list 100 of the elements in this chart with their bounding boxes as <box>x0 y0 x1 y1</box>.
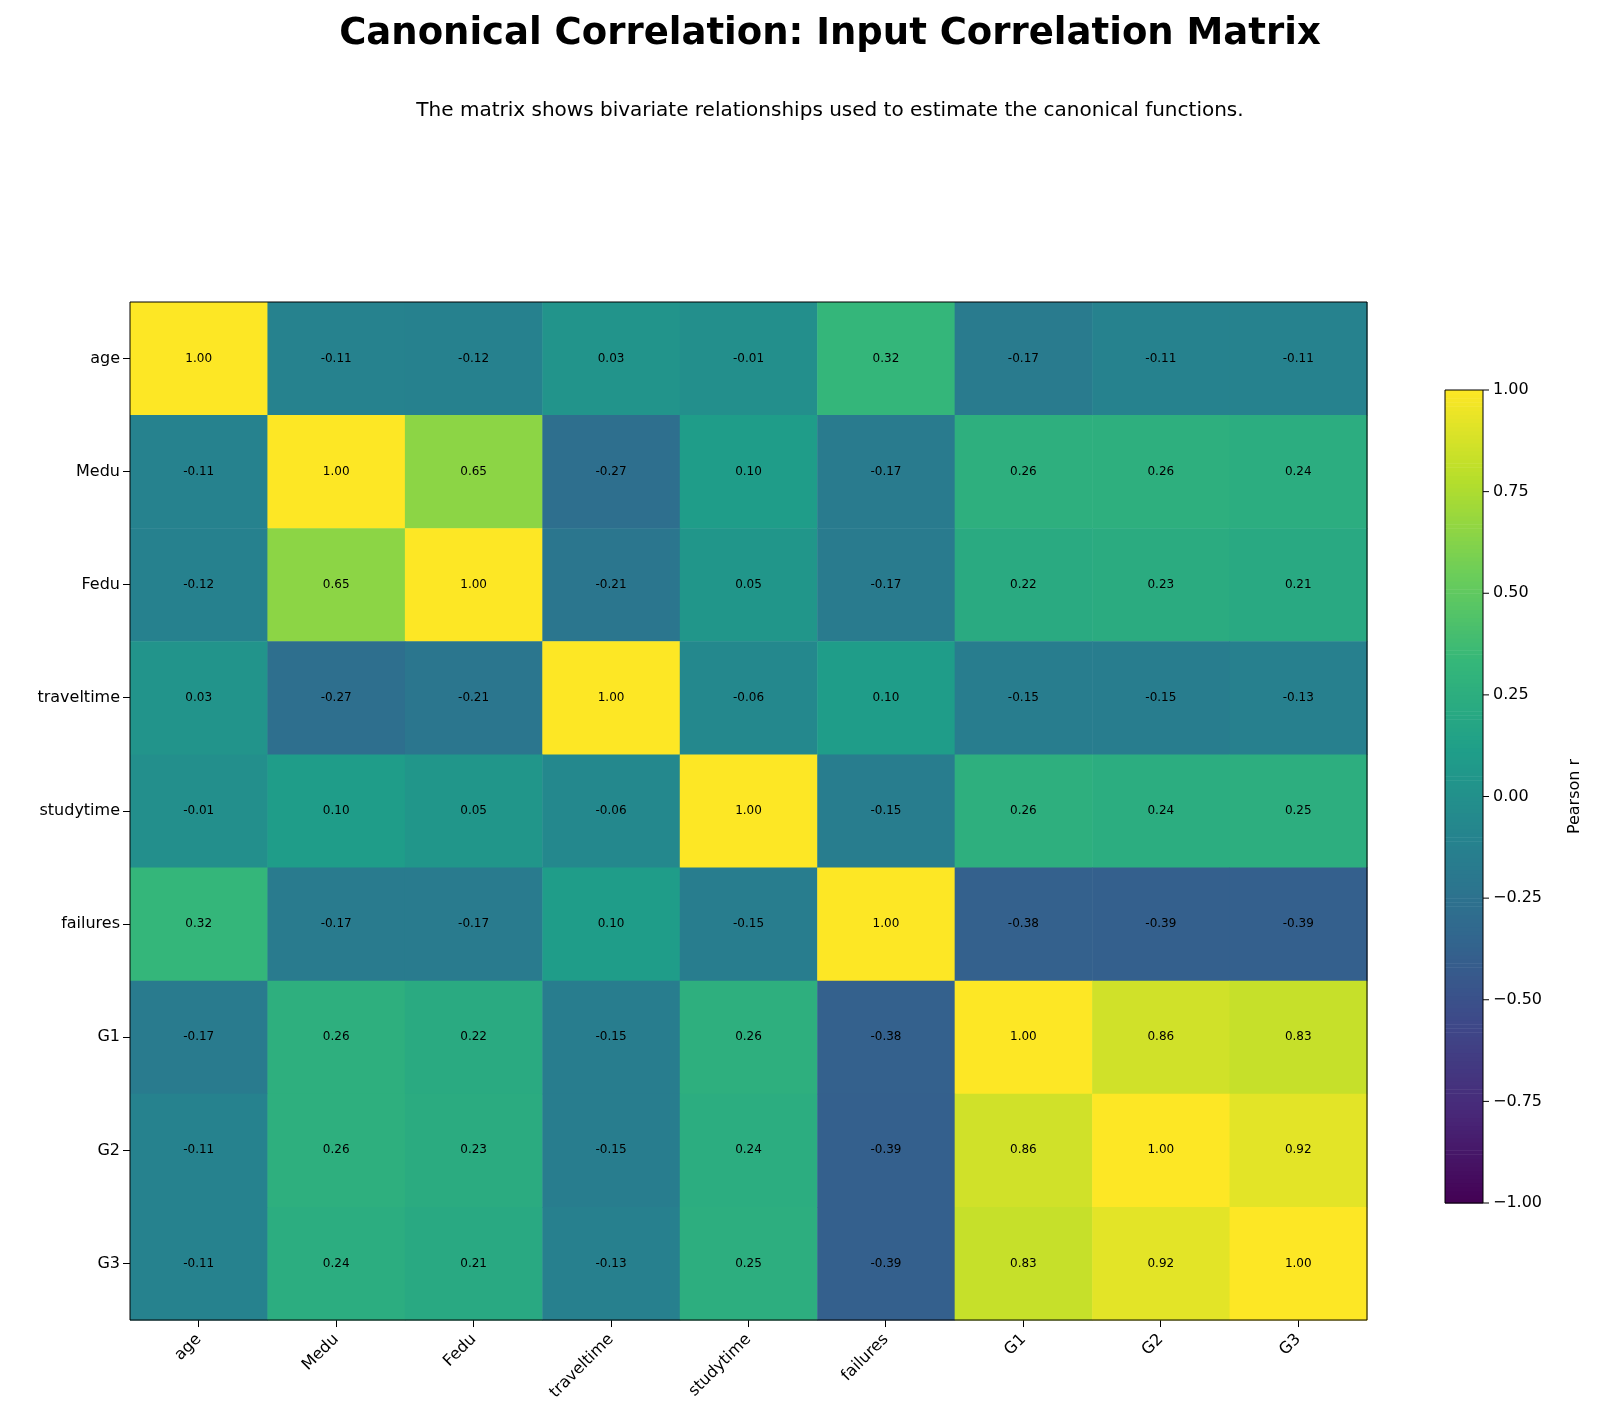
data-label: 0.92 <box>1147 1255 1175 1270</box>
data-label: -0.39 <box>1282 916 1314 931</box>
data-label: -0.39 <box>870 1142 902 1157</box>
data-label: -0.17 <box>870 576 902 591</box>
y-tick-label: traveltime <box>37 687 120 707</box>
data-label: -0.13 <box>1282 690 1314 705</box>
data-label: -0.13 <box>595 1255 627 1270</box>
data-label: -0.15 <box>1145 690 1177 705</box>
data-label: 0.21 <box>1284 576 1312 591</box>
data-label: 0.26 <box>735 1029 762 1044</box>
data-label: -0.17 <box>458 916 490 931</box>
data-label: 0.26 <box>1147 463 1175 478</box>
data-label: 0.24 <box>735 1142 762 1157</box>
data-label: 0.23 <box>460 1142 487 1157</box>
x-tick-label: G2 <box>1137 1329 1167 1359</box>
data-label: 0.25 <box>1284 803 1312 818</box>
data-label: -0.15 <box>870 803 902 818</box>
data-label: 0.65 <box>460 463 487 478</box>
y-tick-label: G2 <box>97 1139 120 1159</box>
data-label: 0.10 <box>597 916 625 931</box>
data-label: 0.83 <box>1010 1255 1037 1270</box>
data-label: 0.86 <box>1147 1029 1175 1044</box>
color-bar-label: 1.00 <box>1493 379 1529 399</box>
data-label: -0.15 <box>595 1029 627 1044</box>
data-label: -0.12 <box>183 576 215 591</box>
y-tick-label: G3 <box>97 1252 120 1272</box>
data-label: 1.00 <box>1147 1142 1175 1157</box>
chart-subtitle: The matrix shows bivariate relationships used to estimate the canonical functions. <box>415 97 1245 121</box>
data-label: 1.00 <box>460 576 487 591</box>
data-label: 0.22 <box>1010 576 1037 591</box>
data-label: 0.32 <box>872 350 900 365</box>
data-label: 0.26 <box>322 1029 350 1044</box>
data-label: 0.23 <box>1147 576 1175 591</box>
data-label: -0.15 <box>595 1142 627 1157</box>
data-label: 1.00 <box>1010 1029 1037 1044</box>
color-bar-label: −1.00 <box>1493 1192 1543 1212</box>
x-tick-label: G1 <box>999 1329 1030 1359</box>
data-label: 1.00 <box>735 803 762 818</box>
y-tick-label: Medu <box>76 460 120 480</box>
data-label: 1.00 <box>322 463 350 478</box>
data-label: -0.11 <box>320 350 352 365</box>
data-label: -0.27 <box>320 690 352 705</box>
color-bar-label: 0.75 <box>1493 480 1529 500</box>
data-label: 0.65 <box>322 576 350 591</box>
chart-title: Canonical Correlation: Input Correlation Matrix <box>338 10 1322 53</box>
y-tick-label: age <box>90 347 120 367</box>
color-bar-title: Pearson r <box>1564 758 1584 835</box>
data-label: 0.26 <box>1010 463 1037 478</box>
data-label: -0.17 <box>183 1029 215 1044</box>
data-label: -0.21 <box>458 690 490 705</box>
data-label: -0.06 <box>595 803 627 818</box>
data-label: 0.24 <box>322 1255 350 1270</box>
data-label: -0.15 <box>1007 690 1039 705</box>
color-bar-label: 0.00 <box>1493 785 1529 805</box>
color-bar-label: 0.50 <box>1493 582 1529 602</box>
x-tick-label: G3 <box>1274 1329 1305 1359</box>
data-label: 0.03 <box>185 690 213 705</box>
data-label: 1.00 <box>185 350 213 365</box>
y-tick-label: studytime <box>39 800 120 820</box>
data-label: -0.15 <box>732 916 765 931</box>
data-label: 0.26 <box>322 1142 350 1157</box>
data-label: 0.83 <box>1284 1029 1312 1044</box>
data-label: -0.17 <box>1007 350 1039 365</box>
data-label: -0.01 <box>183 803 215 818</box>
data-label: -0.11 <box>1282 350 1314 365</box>
y-tick-label: G1 <box>97 1026 120 1046</box>
data-label: 0.10 <box>735 463 762 478</box>
data-label: 0.24 <box>1147 803 1175 818</box>
data-label: -0.11 <box>1145 350 1177 365</box>
data-label: 0.86 <box>1010 1142 1037 1157</box>
data-label: -0.11 <box>183 1255 215 1270</box>
data-label: 0.05 <box>735 576 762 591</box>
data-label: -0.06 <box>732 690 765 705</box>
x-tick-label: age <box>169 1329 205 1364</box>
data-label: 0.25 <box>735 1255 762 1270</box>
data-label: -0.17 <box>870 463 902 478</box>
color-bar-label: −0.75 <box>1493 1090 1543 1110</box>
color-bar-label: −0.50 <box>1493 988 1543 1008</box>
y-tick-label: failures <box>61 913 120 933</box>
data-label: 1.00 <box>597 690 625 705</box>
data-label: 0.22 <box>460 1029 487 1044</box>
data-label: 0.10 <box>872 690 900 705</box>
data-label: -0.38 <box>1007 916 1039 931</box>
data-label: 0.05 <box>460 803 487 818</box>
data-label: -0.01 <box>732 350 765 365</box>
y-tick-label: Fedu <box>81 573 120 593</box>
data-label: 0.03 <box>597 350 625 365</box>
data-label: 0.92 <box>1284 1142 1312 1157</box>
data-label: -0.39 <box>870 1255 902 1270</box>
data-label: -0.12 <box>458 350 490 365</box>
data-label: 0.21 <box>460 1255 487 1270</box>
color-bar-label: −0.25 <box>1493 887 1543 907</box>
data-label: -0.11 <box>183 1142 215 1157</box>
data-label: 0.26 <box>1010 803 1037 818</box>
data-label: 0.10 <box>322 803 350 818</box>
data-label: 0.32 <box>185 916 213 931</box>
data-label: 1.00 <box>872 916 900 931</box>
data-label: 1.00 <box>1284 1255 1312 1270</box>
data-label: -0.21 <box>595 576 627 591</box>
data-label: 0.24 <box>1284 463 1312 478</box>
